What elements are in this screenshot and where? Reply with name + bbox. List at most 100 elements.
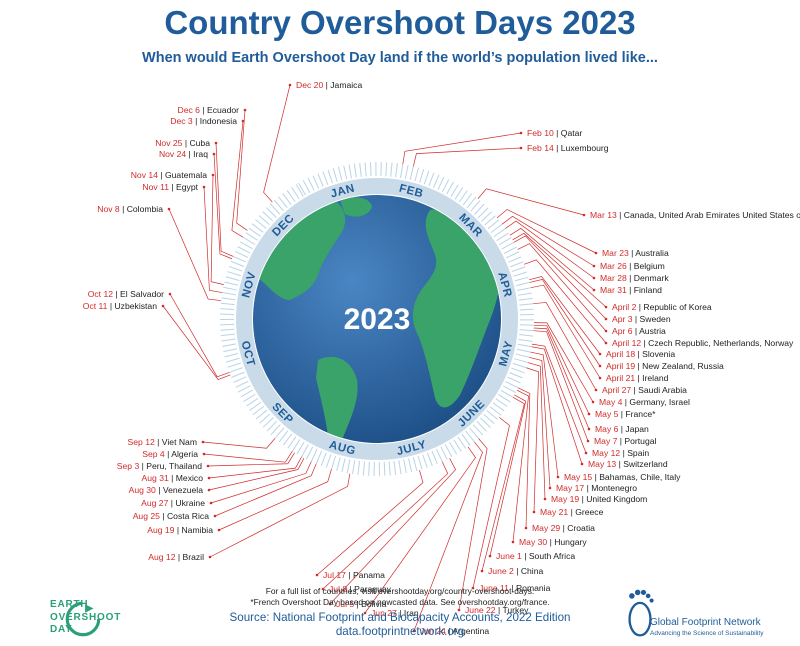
- chart-subtitle: When would Earth Overshoot Day land if t…: [142, 50, 658, 66]
- country-label: Jul 17 | Panama: [323, 570, 385, 580]
- day-tick: [245, 232, 258, 241]
- day-tick: [305, 446, 314, 460]
- country-names: | Argentina: [446, 626, 490, 636]
- leader-line: [524, 259, 607, 344]
- day-tick: [490, 223, 503, 234]
- leader-dot: [543, 497, 547, 501]
- day-tick: [240, 241, 253, 250]
- leader-dot: [594, 388, 598, 392]
- day-tick: [227, 271, 241, 277]
- country-label: Nov 14 | Guatemala: [131, 170, 207, 180]
- country-label: May 13 | Switzerland: [588, 459, 668, 469]
- overshoot-date: May 7: [594, 436, 618, 446]
- leader-dot: [519, 131, 523, 135]
- country-label: Jun 27 | Iran: [371, 608, 419, 618]
- leader-dot: [598, 352, 602, 356]
- leader-dot: [556, 475, 560, 479]
- leader-dot: [241, 119, 245, 123]
- gfn-name: Global Footprint Network: [650, 617, 761, 628]
- overshoot-date: Mar 23: [602, 248, 629, 258]
- leader-dot: [587, 427, 591, 431]
- leader-line: [517, 387, 531, 529]
- day-tick: [296, 441, 305, 455]
- leader-line: [231, 120, 244, 238]
- day-tick: [269, 203, 281, 215]
- leader-line: [210, 174, 224, 285]
- day-tick: [458, 190, 468, 203]
- day-tick: [259, 413, 271, 424]
- day-tick: [315, 450, 323, 464]
- overshoot-date: Nov 8: [97, 204, 120, 214]
- leader-line: [215, 142, 234, 257]
- day-tick: [508, 256, 522, 263]
- overshoot-date: April 27: [602, 385, 631, 395]
- day-tick: [301, 444, 309, 457]
- day-tick: [393, 460, 397, 475]
- day-tick: [220, 323, 235, 326]
- leader-dot: [532, 510, 536, 514]
- day-tick: [341, 458, 346, 473]
- day-tick: [222, 292, 237, 296]
- country-names: | Czech Republic, Netherlands, Norway: [641, 338, 794, 348]
- gfn-tagline: Advancing the Science of Sustainability: [650, 630, 764, 637]
- day-tick: [390, 162, 393, 177]
- leader-dot: [161, 304, 165, 308]
- leader-dot: [604, 305, 608, 309]
- day-tick: [364, 162, 367, 177]
- country-label: April 27 | Saudi Arabia: [602, 385, 687, 395]
- overshoot-date: May 29: [532, 523, 560, 533]
- leader-line: [207, 452, 295, 467]
- country-names: | Portugal: [617, 436, 656, 446]
- overshoot-date: Aug 31: [142, 473, 169, 483]
- day-tick: [500, 389, 514, 398]
- leader-line: [533, 322, 594, 403]
- day-tick: [291, 439, 301, 452]
- country-label: June 2 | China: [488, 566, 543, 576]
- leader-line: [472, 417, 510, 589]
- inner-ring: [236, 178, 518, 460]
- leader-line: [533, 330, 589, 442]
- day-tick: [320, 452, 327, 466]
- day-tick: [441, 179, 450, 193]
- day-tick: [509, 261, 524, 268]
- overshoot-date: Oct 12: [88, 289, 114, 299]
- country-names: | New Zealand, Russia: [635, 361, 724, 371]
- day-tick: [346, 459, 351, 474]
- day-tick: [302, 180, 311, 194]
- leader-dot: [598, 364, 602, 368]
- leader-line: [533, 302, 597, 391]
- earth-overshoot-day-logo: [65, 601, 101, 637]
- source: Source: National Footprint and Biocapaci…: [180, 611, 620, 639]
- leader-dot: [206, 464, 210, 468]
- day-tick: [440, 446, 448, 460]
- leader-dot: [591, 400, 595, 404]
- day-tick: [220, 328, 235, 331]
- day-tick: [242, 236, 256, 245]
- country-label: Nov 8 | Colombia: [97, 204, 163, 214]
- day-tick: [237, 385, 251, 393]
- country-label: Apr 6 | Austria: [612, 326, 666, 336]
- day-tick: [291, 186, 300, 200]
- overshoot-date: June 1: [496, 551, 522, 561]
- overshoot-date: Mar 26: [600, 261, 627, 271]
- leader-dot: [592, 264, 596, 268]
- country-label: June 22 | Turkey: [465, 605, 529, 615]
- leader-line: [208, 456, 302, 479]
- leader-dot: [582, 213, 586, 217]
- country-names: | Republic of Korea: [636, 302, 712, 312]
- day-tick: [519, 324, 534, 326]
- leader-line: [533, 327, 590, 430]
- day-tick: [518, 297, 533, 301]
- day-tick: [332, 168, 338, 182]
- country-label: May 5 | France*: [595, 409, 656, 419]
- day-tick: [414, 167, 420, 182]
- day-tick: [461, 433, 471, 446]
- leader-line: [413, 441, 483, 632]
- day-tick: [505, 381, 519, 389]
- country-label: Mar 23 | Australia: [602, 248, 669, 258]
- country-names: | China: [514, 566, 544, 576]
- day-tick: [331, 455, 337, 470]
- leader-dot: [488, 554, 492, 558]
- country-names: | United Kingdom: [579, 494, 647, 504]
